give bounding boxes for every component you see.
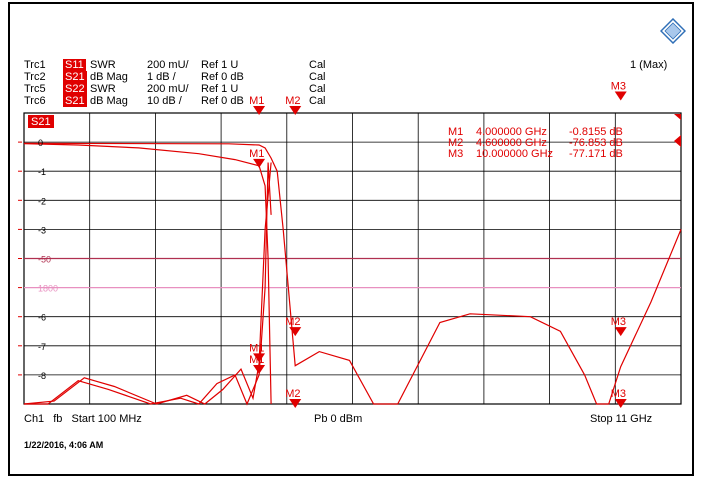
marker-triangle xyxy=(289,399,302,408)
trace-line-trc1 xyxy=(24,162,272,406)
trace-name: Trc5 xyxy=(24,83,46,95)
trace-ref: Ref 1 U xyxy=(201,59,239,71)
trace-cal: Cal xyxy=(309,95,326,107)
marker-table-value: -0.8155 dB xyxy=(569,126,623,138)
trace-name: Trc2 xyxy=(24,71,46,83)
marker-triangle xyxy=(253,158,266,168)
trace-ref: Ref 0 dB xyxy=(201,71,244,83)
trace-param-badge[interactable]: S11 xyxy=(63,59,86,71)
marker-table-name: M3 xyxy=(448,148,463,160)
y-tick-label: -6 xyxy=(38,313,46,323)
trace-format: dB Mag xyxy=(90,95,128,107)
y-tick-label: -3 xyxy=(38,225,46,235)
marker-triangle xyxy=(253,353,266,363)
y-tick-label: -8 xyxy=(38,371,46,381)
y-tick-label: -50 xyxy=(38,255,51,265)
trace-param-badge[interactable]: S21 xyxy=(63,95,87,107)
marker-table-freq: 4.600000 GHz xyxy=(476,137,547,149)
trace-param-badge[interactable]: S21 xyxy=(63,71,87,83)
marker-triangle xyxy=(253,364,266,374)
trace-line-trc5 xyxy=(23,162,272,405)
marker-label: M3 xyxy=(611,316,626,328)
stop-frequency: Stop 11 GHz xyxy=(590,413,653,425)
marker-label: M2 xyxy=(285,388,300,400)
trace-format: SWR xyxy=(90,83,116,95)
active-trace-label: S21 xyxy=(31,116,51,128)
trace-name: Trc6 xyxy=(24,95,46,107)
active-trace-badge xyxy=(28,115,54,128)
marker-label: M1 xyxy=(249,148,264,160)
marker-table-name: M1 xyxy=(448,126,463,138)
marker-triangle xyxy=(289,106,302,115)
trace-cal: Cal xyxy=(309,71,326,83)
rs-logo-icon xyxy=(660,18,686,44)
marker-table-freq: 4.000000 GHz xyxy=(476,126,547,138)
trace-scale: 10 dB / xyxy=(147,95,182,107)
y-tick-label: 1800 xyxy=(38,284,58,294)
start-frequency: Start 100 MHz xyxy=(71,413,142,425)
y-tick-label: 0 xyxy=(38,138,43,148)
marker-table-value: -77.171 dB xyxy=(569,148,623,160)
y-tick-label: -1 xyxy=(38,167,46,177)
timestamp: 1/22/2016, 4:06 AM xyxy=(24,440,104,450)
marker-triangle xyxy=(289,327,302,337)
marker-triangle xyxy=(614,91,627,101)
marker-triangle xyxy=(614,399,627,408)
marker-label: M2 xyxy=(285,95,300,107)
channel-name: Ch1 xyxy=(24,413,45,425)
trace-format: SWR xyxy=(90,59,116,71)
trace-format: dB Mag xyxy=(90,71,128,83)
marker-table-freq: 10.000000 GHz xyxy=(476,148,553,160)
marker-table-name: M2 xyxy=(448,137,463,149)
right-edge-arrow xyxy=(674,114,681,120)
marker-label: M1 xyxy=(249,342,264,354)
trace-ref: Ref 0 dB xyxy=(201,95,244,107)
trace-cal: Cal xyxy=(309,59,326,71)
max-indicator: 1 (Max) xyxy=(630,59,668,71)
trace-cal: Cal xyxy=(309,83,326,95)
trace-scale: 200 mU/ xyxy=(147,83,189,95)
trace-line-trc6 xyxy=(23,142,682,405)
y-tick-label: -7 xyxy=(38,342,46,352)
marker-triangle xyxy=(253,106,266,115)
source-power: Pb 0 dBm xyxy=(314,413,363,425)
trace-name: Trc1 xyxy=(24,59,46,71)
limit-lines xyxy=(24,257,681,289)
trace-ref: Ref 1 U xyxy=(201,83,239,95)
trace-param-badge[interactable]: S22 xyxy=(63,83,87,95)
marker-table-value: -76.853 dB xyxy=(569,137,623,149)
analyzer-screen: Trc1 S11 SWR 200 mU/ Ref 1 U Cal Trc2 S2… xyxy=(8,2,694,476)
channel-mode: fb xyxy=(53,413,63,425)
trace-scale: 200 mU/ xyxy=(147,59,189,71)
marker-label: M1 xyxy=(249,354,264,366)
trace-row-1: Trc1 xyxy=(24,59,46,71)
traces xyxy=(23,142,682,406)
right-edge-arrow xyxy=(674,135,681,147)
y-tick-label: -2 xyxy=(38,196,46,206)
marker-label: M2 xyxy=(285,316,300,328)
marker-triangle xyxy=(614,327,627,337)
trace-line-trc2 xyxy=(23,143,272,405)
channel-label: Ch1 fb Start 100 MHz xyxy=(24,413,142,425)
marker-label: M1 xyxy=(249,95,264,107)
marker-label: M3 xyxy=(611,388,626,400)
marker-label: M3 xyxy=(611,80,626,92)
trace-scale: 1 dB / xyxy=(147,71,176,83)
plot-labels: S21 0 -1 -2 -3 -50 1800 -6 -7 -8 M1 4.000000 GHz -0.… xyxy=(18,115,623,381)
